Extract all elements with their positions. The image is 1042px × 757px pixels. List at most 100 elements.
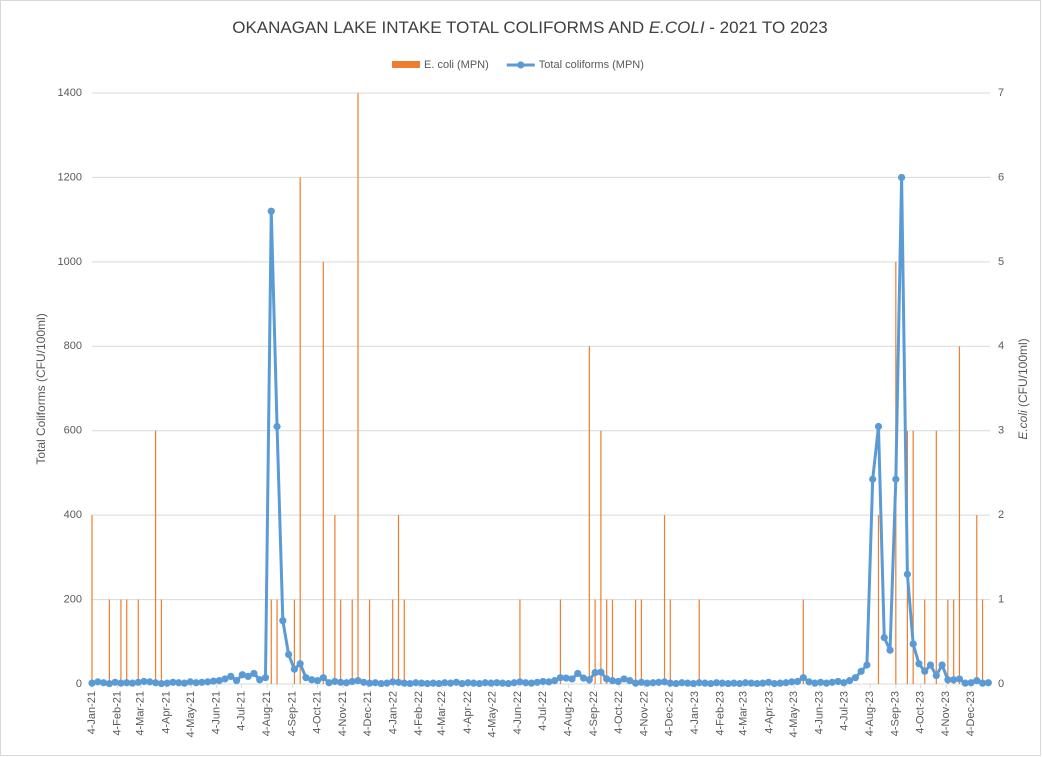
point	[354, 677, 362, 685]
point	[342, 679, 351, 687]
bar	[912, 430, 914, 684]
x-tick-label: 4-Oct-22	[613, 691, 625, 734]
point	[978, 679, 987, 687]
y-tick-label: 1000	[58, 256, 82, 268]
x-tick-label: 4-Nov-21	[337, 691, 349, 736]
point	[938, 661, 946, 669]
point	[666, 679, 674, 687]
point	[585, 676, 593, 684]
point	[227, 672, 235, 681]
point	[389, 678, 397, 686]
point	[99, 679, 108, 687]
point	[412, 679, 420, 687]
x-tick-label: 4-Sep-21	[287, 691, 299, 736]
legend-label: E. coli (MPN)	[424, 59, 489, 71]
point	[169, 678, 177, 686]
point	[400, 679, 408, 687]
point	[152, 679, 160, 687]
point	[238, 671, 246, 679]
point	[204, 678, 212, 686]
x-tick-label: 4-Aug-22	[563, 691, 575, 736]
point	[105, 679, 113, 688]
x-tick-label: 4-Jan-23	[689, 691, 701, 734]
bar	[669, 599, 671, 684]
point	[626, 677, 634, 685]
x-tick-label: 4-Jul-21	[235, 691, 247, 731]
x-tick-label: 4-Jun-23	[814, 691, 826, 734]
bar	[322, 261, 324, 684]
bar	[976, 515, 978, 684]
point	[955, 675, 964, 683]
y2-label-part: (CFU/100ml)	[1016, 338, 1030, 410]
y2-tick-label: 2	[998, 509, 1004, 521]
legend-label: Total coliforms (MPN)	[539, 59, 644, 71]
point	[504, 679, 512, 688]
legend-marker	[517, 61, 525, 69]
bar	[155, 430, 157, 684]
bar	[588, 346, 590, 684]
point	[475, 679, 484, 688]
point	[967, 679, 975, 687]
x-tick-label: 4-Dec-23	[965, 691, 977, 736]
bar	[634, 599, 637, 684]
chart-title: OKANAGAN LAKE INTAKE TOTAL COLIFORMS AND…	[232, 18, 828, 37]
point	[759, 679, 767, 687]
point	[782, 679, 790, 687]
point	[545, 678, 553, 686]
point	[464, 679, 472, 687]
point	[146, 678, 154, 686]
x-tick-label: 4-Mar-22	[436, 691, 448, 736]
point	[123, 679, 131, 687]
point	[256, 676, 264, 684]
point	[510, 679, 518, 687]
point	[799, 674, 807, 682]
y2-tick-label: 0	[998, 678, 1004, 690]
point	[279, 617, 287, 625]
bar	[108, 599, 110, 684]
y-axis-label: Total Coliforms (CFU/100ml)	[34, 313, 48, 464]
point	[94, 678, 102, 686]
point	[631, 679, 640, 687]
x-tick-label: 4-Jan-22	[387, 691, 399, 734]
point	[793, 677, 802, 686]
point	[394, 678, 403, 686]
point	[961, 679, 969, 687]
y-tick-label: 1400	[58, 87, 82, 99]
y-tick-label: 1200	[58, 171, 82, 183]
bar	[600, 430, 602, 684]
bar	[293, 599, 296, 684]
point	[140, 677, 148, 686]
bar	[953, 599, 955, 684]
point	[568, 675, 576, 683]
bar	[340, 599, 342, 684]
point	[730, 679, 738, 687]
point	[221, 675, 229, 683]
point	[660, 678, 669, 686]
bar	[663, 515, 666, 684]
point	[157, 679, 165, 688]
point	[984, 679, 992, 687]
point	[180, 679, 189, 687]
point	[886, 646, 894, 654]
point	[817, 678, 825, 686]
point	[880, 633, 888, 642]
point	[261, 674, 270, 682]
point	[655, 678, 663, 686]
x-tick-label: 4-Jan-21	[86, 691, 98, 734]
bar	[559, 599, 562, 684]
point	[498, 679, 507, 687]
y-tick-label: 800	[64, 340, 82, 352]
point	[186, 678, 194, 686]
point	[365, 679, 374, 687]
bar	[368, 599, 371, 684]
point	[603, 675, 611, 683]
x-tick-label: 4-Apr-23	[763, 691, 775, 734]
point	[753, 679, 761, 688]
x-tick-label: 4-Jun-22	[512, 691, 524, 734]
point	[718, 679, 726, 687]
bar	[403, 599, 405, 684]
point	[857, 667, 865, 675]
point	[944, 676, 952, 684]
point	[828, 678, 836, 686]
point	[423, 679, 432, 688]
